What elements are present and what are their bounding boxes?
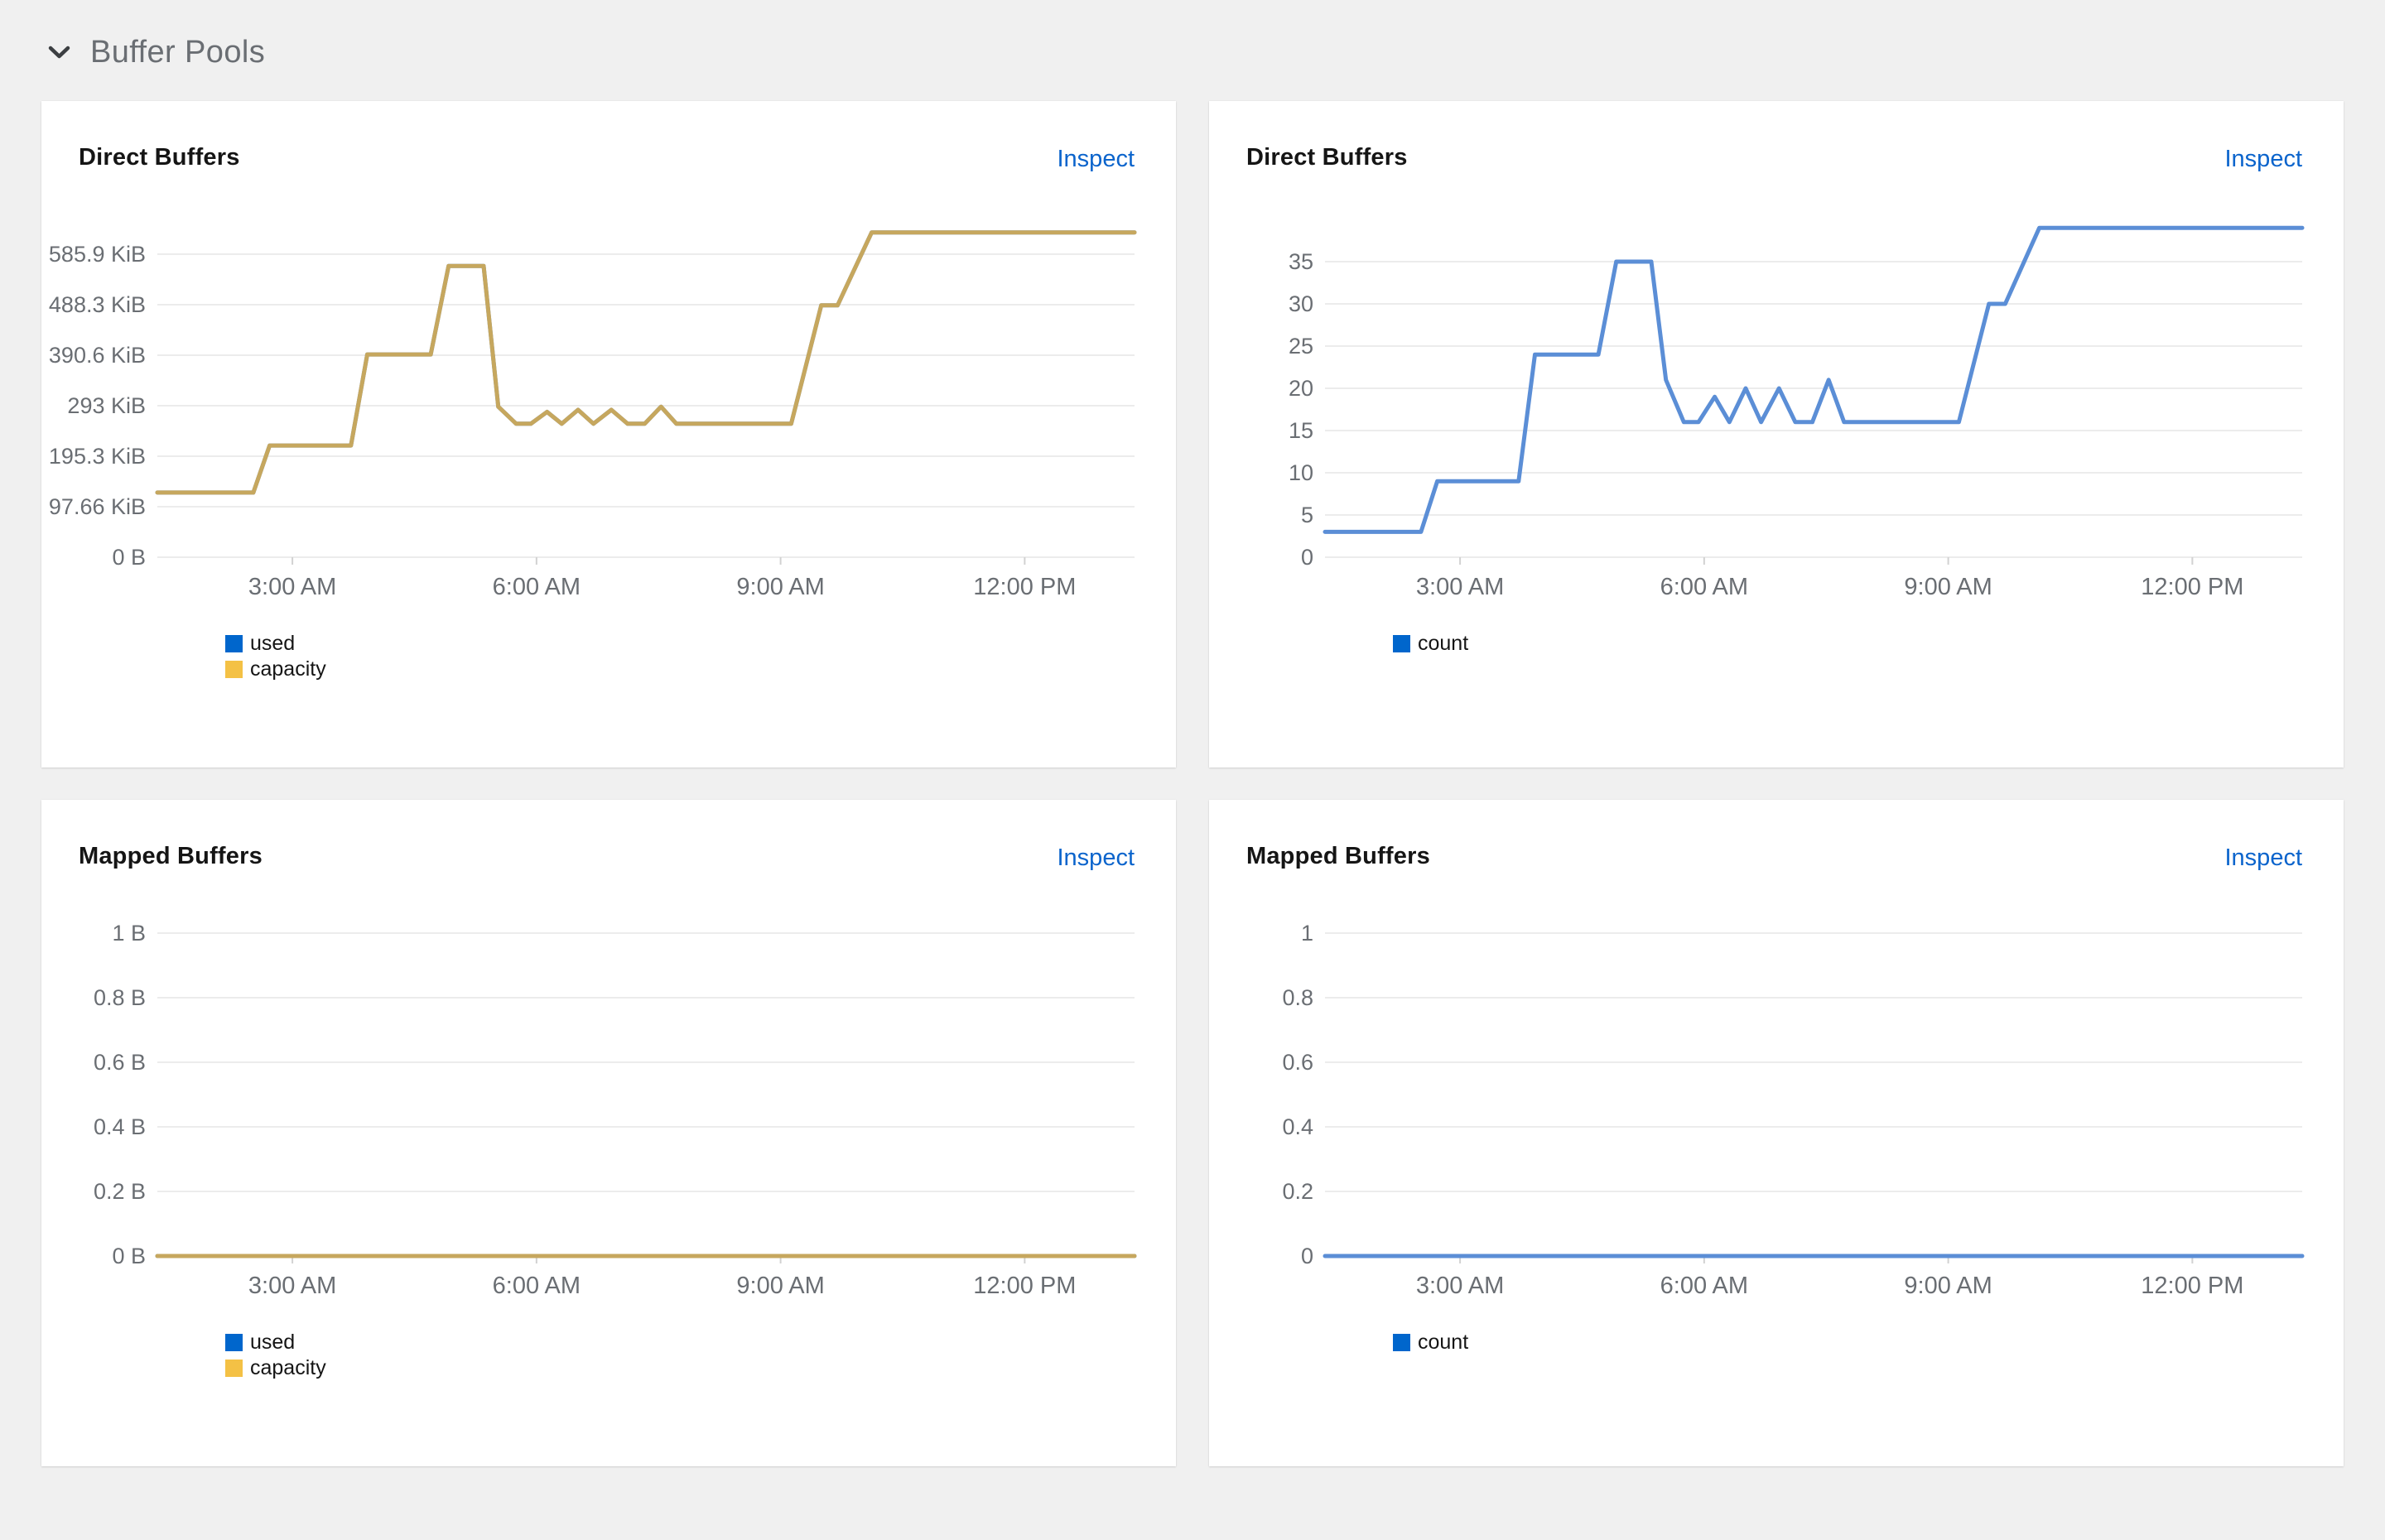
chart-card-mapped-buffers-memory: Mapped Buffers Inspect 1 B 0.8 B 0.6 B 0.4 …: [41, 800, 1176, 1466]
legend-label-count: count: [1418, 1331, 1468, 1354]
legend-marker-count: [1393, 635, 1410, 652]
legend-label-capacity: capacity: [250, 1356, 326, 1379]
y-axis-label: 390.6 KiB: [49, 343, 146, 368]
x-axis-label: 3:00 AM: [248, 574, 336, 600]
chart-title: Direct Buffers: [1246, 144, 1408, 171]
y-axis-label: 20: [1289, 376, 1313, 401]
y-axis-label: 5: [1301, 503, 1313, 527]
y-axis-label: 97.66 KiB: [49, 494, 146, 519]
x-axis-label: 9:00 AM: [1904, 1273, 1992, 1299]
x-axis-label: 6:00 AM: [1660, 574, 1748, 600]
y-axis-label: 0.6 B: [94, 1050, 146, 1075]
y-axis-label: 0: [1301, 1244, 1313, 1268]
y-axis-label: 10: [1289, 460, 1313, 485]
chart-title: Direct Buffers: [79, 144, 240, 171]
x-axis-label: 6:00 AM: [493, 574, 581, 600]
x-axis-label: 12:00 PM: [973, 574, 1076, 600]
mapped-buffers-memory-chart: 1 B 0.8 B 0.6 B 0.4 B 0.2 B 0 B 3:00 AM 6:00 AM…: [94, 921, 1137, 1379]
x-axis-label: 12:00 PM: [2141, 574, 2243, 600]
inspect-link[interactable]: Inspect: [1057, 845, 1135, 871]
y-axis-label: 0 B: [112, 545, 146, 570]
y-axis-label: 30: [1289, 291, 1313, 316]
series-line-capacity: [155, 230, 1137, 495]
mapped-buffers-count-chart: 1 0.8 0.6 0.4 0.2 0 3:00 AM 6:00 AM 9:00 AM 12:00…: [1282, 921, 2305, 1354]
series-line-count: [1323, 225, 2305, 534]
section-title: Buffer Pools: [90, 35, 266, 70]
x-axis-label: 3:00 AM: [248, 1273, 336, 1299]
inspect-link[interactable]: Inspect: [2224, 845, 2303, 871]
y-axis-label: 293 KiB: [67, 393, 146, 418]
y-axis-label: 1 B: [112, 921, 146, 946]
chart-title: Mapped Buffers: [79, 843, 263, 869]
x-axis-label: 9:00 AM: [1904, 574, 1992, 600]
y-axis-label: 25: [1289, 334, 1313, 359]
chart-title: Mapped Buffers: [1246, 843, 1430, 869]
y-axis-label: 15: [1289, 418, 1313, 443]
x-axis-label: 6:00 AM: [493, 1273, 581, 1299]
legend-marker-count: [1393, 1334, 1410, 1351]
legend-label-used: used: [250, 1331, 295, 1354]
y-axis-label: 488.3 KiB: [49, 292, 146, 317]
legend-label-count: count: [1418, 632, 1468, 655]
y-axis-label: 0.6: [1282, 1050, 1313, 1075]
x-axis-label: 9:00 AM: [736, 574, 824, 600]
y-axis-label: 0 B: [112, 1244, 146, 1268]
direct-buffers-memory-chart: 585.9 KiB 488.3 KiB 390.6 KiB 293 KiB 195.3 …: [49, 230, 1137, 681]
inspect-link[interactable]: Inspect: [2224, 146, 2303, 172]
y-axis-label: 0.2: [1282, 1179, 1313, 1204]
section-toggle[interactable]: Buffer Pools: [48, 35, 265, 70]
y-axis-label: 0: [1301, 545, 1313, 570]
y-axis-label: 35: [1289, 249, 1313, 274]
x-axis-label: 12:00 PM: [973, 1273, 1076, 1299]
legend-marker-capacity: [225, 661, 243, 678]
x-axis-label: 3:00 AM: [1416, 1273, 1504, 1299]
legend-marker-used: [225, 635, 243, 652]
legend-marker-capacity: [225, 1360, 243, 1377]
chart-card-mapped-buffers-count: Mapped Buffers Inspect 1 0.8 0.6 0.4 0.2 0 3:0…: [1209, 800, 2344, 1466]
legend-label-used: used: [250, 632, 295, 655]
y-axis-label: 0.4: [1282, 1114, 1313, 1139]
y-axis-label: 0.4 B: [94, 1114, 146, 1139]
y-axis-label: 195.3 KiB: [49, 444, 146, 469]
legend-label-capacity: capacity: [250, 657, 326, 681]
y-axis-label: 0.2 B: [94, 1179, 146, 1204]
chevron-down-icon: [48, 46, 70, 59]
x-axis-label: 12:00 PM: [2141, 1273, 2243, 1299]
x-axis-label: 9:00 AM: [736, 1273, 824, 1299]
chart-card-direct-buffers-memory: Direct Buffers Inspect 585.9 KiB 488.3 Ki…: [41, 101, 1176, 768]
y-axis-label: 0.8: [1282, 985, 1313, 1010]
inspect-link[interactable]: Inspect: [1057, 146, 1135, 172]
y-axis-label: 1: [1301, 921, 1313, 946]
y-axis-label: 0.8 B: [94, 985, 146, 1010]
legend-marker-used: [225, 1334, 243, 1351]
direct-buffers-count-chart: 35 30 25 20 15 10 5 0 3:00 AM 6:00 AM 9:00 AM 12:00…: [1289, 225, 2305, 655]
chart-card-direct-buffers-count: Direct Buffers Inspect 35 30 25 20 15 10 5 0 3:0…: [1209, 101, 2344, 768]
x-axis-label: 3:00 AM: [1416, 574, 1504, 600]
series-line-used: [155, 230, 1137, 495]
x-axis-label: 6:00 AM: [1660, 1273, 1748, 1299]
y-axis-label: 585.9 KiB: [49, 242, 146, 267]
cards-grid: Direct Buffers Inspect 585.9 KiB 488.3 Ki…: [41, 101, 2344, 1466]
